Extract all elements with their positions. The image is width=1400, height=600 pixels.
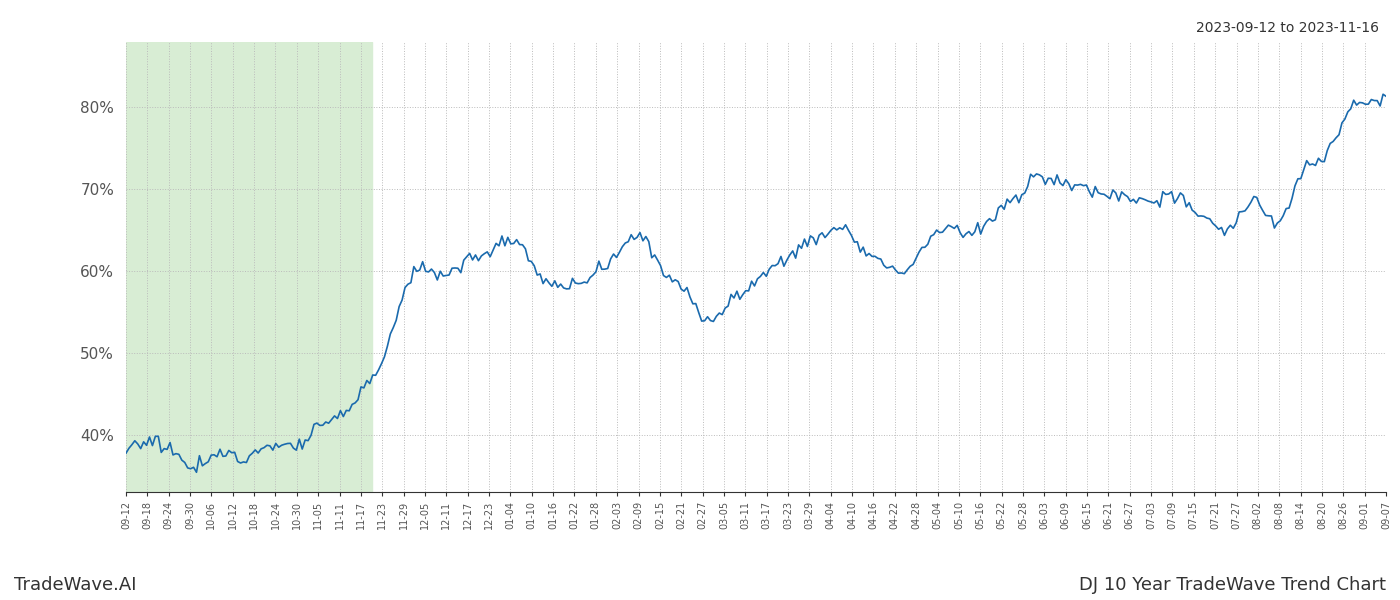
- Text: DJ 10 Year TradeWave Trend Chart: DJ 10 Year TradeWave Trend Chart: [1079, 576, 1386, 594]
- Text: TradeWave.AI: TradeWave.AI: [14, 576, 137, 594]
- Bar: [126, 42, 372, 492]
- Text: 2023-09-12 to 2023-11-16: 2023-09-12 to 2023-11-16: [1196, 21, 1379, 35]
